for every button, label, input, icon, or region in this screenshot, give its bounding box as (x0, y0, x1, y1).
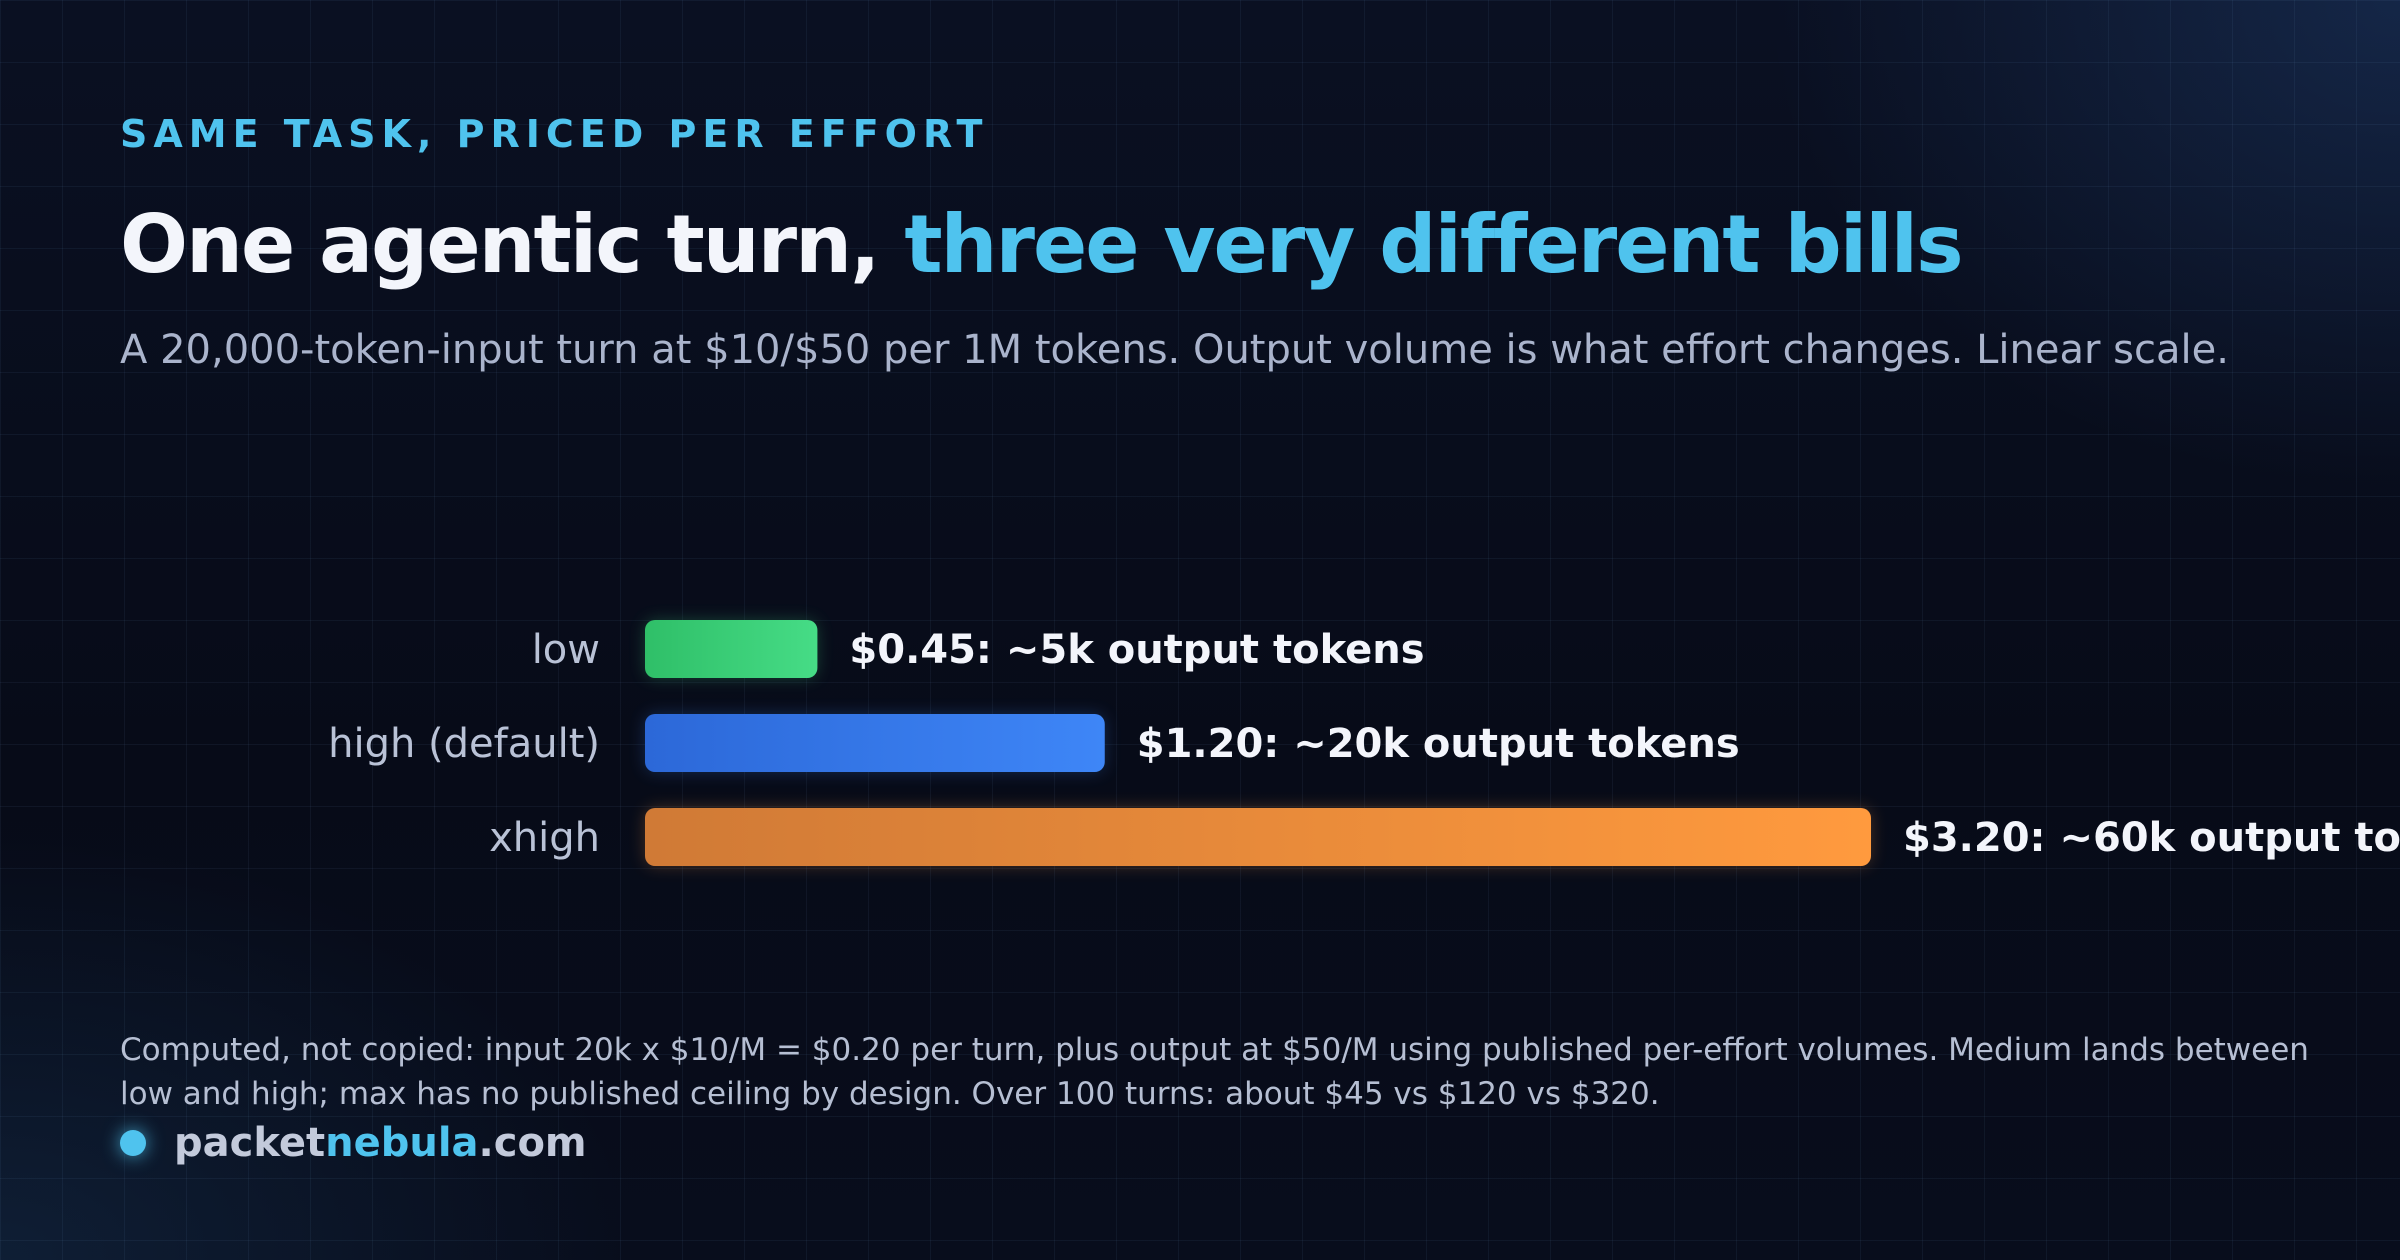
eyebrow-label: SAME TASK, PRICED PER EFFORT (120, 112, 989, 156)
category-label: xhigh (489, 815, 600, 861)
brand-dot-icon (120, 1130, 146, 1156)
category-label: high (default) (328, 721, 600, 767)
brand: packetnebula.com (120, 1120, 587, 1166)
subtitle: A 20,000-token-input turn at $10/$50 per… (120, 327, 2229, 373)
bar (645, 714, 1105, 772)
bar (645, 808, 1871, 866)
brand-part-3: .com (478, 1120, 587, 1166)
bar (645, 620, 818, 678)
brand-name: packetnebula.com (174, 1120, 587, 1166)
value-label: $3.20: ~60k output tokens (1903, 815, 2400, 861)
brand-part-2: nebula (325, 1120, 479, 1166)
footnote: Computed, not copied: input 20k x $10/M … (120, 1032, 2309, 1112)
title-main: One agentic turn, (120, 198, 905, 291)
page-title: One agentic turn, three very different b… (120, 198, 1964, 291)
value-label: $1.20: ~20k output tokens (1137, 721, 1740, 767)
title-accent: three very different bills (904, 198, 1963, 291)
value-label: $0.45: ~5k output tokens (849, 627, 1424, 673)
brand-part-1: packet (174, 1120, 326, 1166)
category-label: low (532, 627, 600, 673)
